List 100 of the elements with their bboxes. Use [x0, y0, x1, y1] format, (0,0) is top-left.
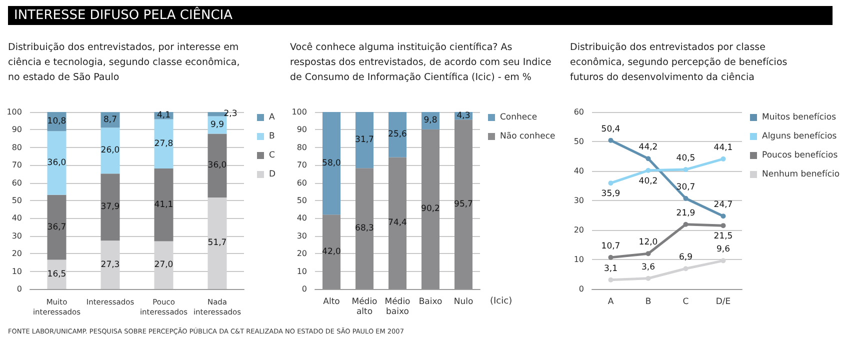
point	[646, 251, 651, 256]
data-label: 27,8	[154, 138, 174, 149]
data-label: 21,9	[676, 208, 696, 218]
point	[683, 222, 688, 227]
x-tick-label: C	[682, 297, 689, 307]
point	[720, 156, 726, 162]
data-label: 3,1	[604, 264, 618, 274]
y-tick-label: 0	[16, 284, 22, 294]
chart-title: Distribuição dos entrevistados por classe econômica, segundo percepção de benefícios futuros do desenvolvimento da ciência	[570, 42, 788, 83]
data-label: 27,0	[154, 260, 174, 270]
point	[683, 266, 688, 272]
y-tick-label: 60	[296, 178, 307, 188]
bar	[100, 240, 120, 289]
legend-label: Muitos benefícios	[762, 112, 837, 122]
y-tick-label: 50	[296, 196, 307, 205]
bar	[322, 112, 340, 215]
data-label: 90,2	[421, 204, 440, 214]
legend-label: Nenhum benefício	[762, 170, 840, 180]
data-label: 36,7	[47, 222, 66, 232]
data-label: 35,9	[601, 189, 620, 200]
bar	[100, 174, 120, 241]
data-label: 4,1	[156, 110, 171, 121]
data-label: 42,0	[322, 246, 341, 257]
data-label: 6,9	[678, 252, 693, 263]
data-label: 4,3	[456, 110, 470, 121]
point	[608, 277, 614, 282]
point	[646, 156, 651, 162]
data-label: 8,7	[103, 114, 118, 125]
legend-label: Não conhece	[500, 132, 556, 142]
y-tick-label: 90	[296, 125, 307, 134]
point	[683, 196, 688, 201]
data-label: 10,7	[601, 241, 620, 252]
chart-title: Você conhece alguma instituição científica? As respostas dos entrevistados, de acordo com seu Indice de Consumo de Informação Científica (Icic) - em %	[290, 42, 552, 83]
point	[608, 180, 614, 186]
legend-label: A	[269, 112, 275, 122]
y-tick-label: 10	[574, 255, 584, 264]
chart-subtitle: Distribuição dos entrevistados, por interesse em ciência e tecnologia, segundo classe econômica, no estado de São Paulo	[8, 42, 240, 83]
data-label: 74,4	[388, 218, 407, 228]
y-tick-label: 90	[12, 125, 22, 134]
y-tick-label: 50	[12, 196, 22, 205]
point	[683, 167, 688, 172]
bar	[356, 112, 374, 168]
bar	[322, 214, 340, 289]
x-tick-label: D/E	[716, 297, 731, 307]
y-tick-label: 0	[302, 284, 307, 294]
data-label: 68,3	[355, 224, 374, 234]
y-tick-label: 30	[296, 231, 307, 240]
legend-label: Poucos benefícios	[762, 150, 838, 160]
y-tick-label: 80	[12, 142, 22, 152]
y-tick-label: 60	[574, 108, 584, 116]
x-axis-title: (Icic)	[490, 296, 512, 306]
y-tick-label: 80	[296, 142, 307, 152]
data-label: 41,1	[154, 200, 174, 210]
legend-label: B	[269, 132, 275, 142]
x-tick-label: Alto	[323, 297, 340, 307]
data-label: 3,6	[641, 262, 656, 272]
point	[720, 214, 726, 219]
bar	[47, 131, 66, 195]
data-label: 9,9	[210, 120, 224, 130]
bar	[388, 157, 406, 289]
point	[720, 223, 726, 228]
y-tick-label: 20	[574, 226, 584, 234]
data-label: 40,5	[676, 154, 696, 164]
data-label: 27,3	[100, 260, 120, 270]
data-label: 31,7	[355, 135, 374, 146]
point	[608, 254, 614, 260]
legend-label: Conhece	[500, 112, 538, 122]
x-tick-label: A	[608, 297, 614, 307]
bar	[356, 168, 374, 289]
x-tick-label: Baixo	[418, 297, 442, 307]
y-tick-label: 40	[12, 214, 22, 223]
y-tick-label: 70	[296, 160, 307, 170]
data-label: 36,0	[47, 158, 66, 168]
y-tick-label: 100	[292, 108, 307, 116]
bar	[154, 168, 174, 242]
data-label: 37,9	[100, 202, 120, 212]
y-tick-label: 10	[12, 266, 22, 276]
y-tick-label: 30	[574, 196, 584, 205]
data-label: 44,1	[714, 142, 733, 153]
y-tick-label: 40	[574, 166, 584, 176]
data-label: 9,8	[424, 116, 438, 126]
x-tick-label: Médio baixo	[384, 297, 410, 317]
data-label: 12,0	[638, 238, 658, 248]
legend-label: Alguns benefícios	[762, 132, 838, 142]
y-tick-label: 10	[296, 266, 307, 276]
bar	[208, 197, 227, 289]
bar	[47, 194, 66, 260]
x-tick-label: Nulo	[454, 297, 474, 307]
y-tick-label: 0	[578, 284, 584, 294]
x-tick-label: B	[645, 297, 652, 307]
bar	[388, 112, 406, 158]
data-label: 44,2	[638, 142, 658, 153]
point	[608, 138, 614, 143]
data-label: 10,8	[47, 116, 66, 127]
legend-label: C	[269, 150, 275, 160]
data-label: 95,7	[454, 199, 473, 210]
point	[720, 258, 726, 264]
bar	[154, 241, 174, 289]
y-tick-label: 30	[12, 231, 22, 240]
bar	[454, 120, 472, 289]
